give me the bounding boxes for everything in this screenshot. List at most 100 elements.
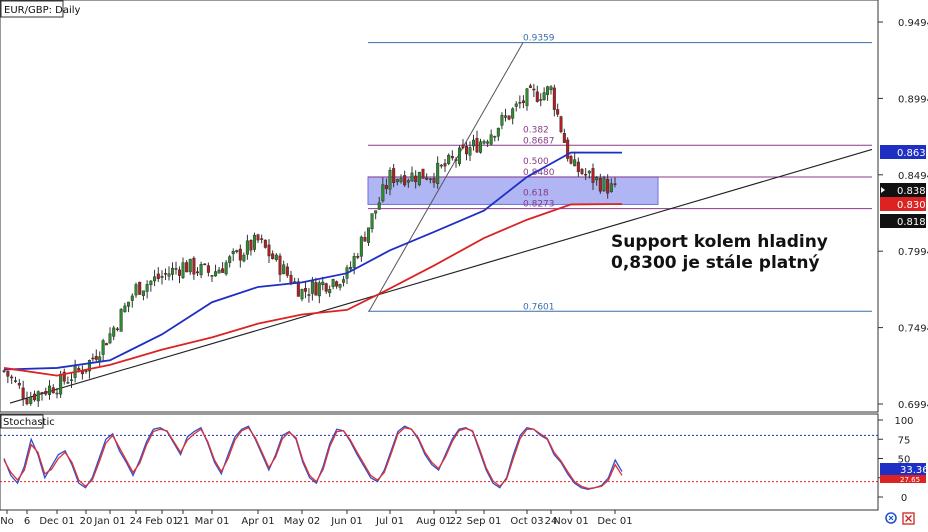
candle-body <box>573 159 577 167</box>
price-badge-sma-slow <box>880 197 926 211</box>
candle-body <box>450 156 454 159</box>
candle-body <box>595 177 599 181</box>
candle-body <box>532 88 536 91</box>
close-icon[interactable] <box>902 512 915 525</box>
candle-body <box>562 133 566 143</box>
candle-body <box>606 178 610 194</box>
x-tick-label: Jun 01 <box>330 516 363 527</box>
candle-body <box>242 254 246 262</box>
y-tick-label: 0.6994 <box>898 400 928 411</box>
symbol-label-box <box>0 0 64 18</box>
candle-body <box>428 178 432 180</box>
candle-body <box>87 360 91 372</box>
stochastic-label: Stochastic <box>3 417 55 428</box>
trend-line <box>9 148 873 404</box>
y-tick-label: 0.8494 <box>898 171 928 182</box>
candle-body <box>77 368 81 371</box>
candle-body <box>256 234 260 241</box>
candle-body <box>609 183 613 192</box>
candle-body <box>130 295 134 301</box>
x-tick-label: Aug 01 <box>416 516 451 527</box>
stoch-line-k <box>3 425 623 490</box>
candle-body <box>421 168 425 179</box>
x-tick-label: No <box>0 516 14 527</box>
candle-body <box>370 213 374 230</box>
price-badge-fib-618 <box>880 214 926 228</box>
candle-body <box>359 236 363 257</box>
candle-body <box>479 141 483 153</box>
candle-body <box>195 271 199 274</box>
price-panel <box>0 0 879 413</box>
candle-body <box>489 134 493 145</box>
candle-body <box>174 268 178 270</box>
candle-body <box>177 269 181 276</box>
stoch-badge-d <box>880 475 926 483</box>
x-tick-label: Jan 01 <box>93 516 125 527</box>
stoch-badge-k <box>880 463 926 475</box>
y-tick-label: 0.8994 <box>898 94 928 105</box>
candle-body <box>44 391 48 395</box>
candle-body <box>374 210 378 214</box>
candle-body <box>414 175 418 183</box>
price-badge-value: 0.8389 <box>897 186 928 197</box>
stoch-tick-label: 50 <box>898 455 911 466</box>
y-tick-label: 0.9494 <box>898 18 928 29</box>
candle-body <box>324 283 328 292</box>
candle-body <box>263 239 267 248</box>
candle-body <box>214 271 218 277</box>
candle-body <box>367 227 371 243</box>
candle-body <box>482 141 486 144</box>
candle-body <box>29 396 33 404</box>
fib-price-label: 0.8687 <box>523 136 555 146</box>
x-tick-label: Apr 01 <box>241 516 274 527</box>
candle-body <box>317 282 321 297</box>
candle-body <box>167 273 171 277</box>
candle-body <box>528 85 532 88</box>
candle-body <box>141 290 145 296</box>
candle-body <box>569 156 573 164</box>
x-tick-label: Mar 01 <box>195 516 230 527</box>
candle-body <box>552 87 556 110</box>
candle-body <box>260 238 264 240</box>
candle-body <box>145 284 149 292</box>
stochastic-label-box <box>0 414 44 429</box>
candle-body <box>410 172 414 182</box>
fib-anchor-line <box>368 42 524 312</box>
fib-level-label: 0.618 <box>523 189 549 199</box>
candle-body <box>328 289 332 294</box>
candle-body <box>321 281 325 286</box>
candle-body <box>153 276 157 282</box>
x-tick-label: Feb 01 <box>145 516 179 527</box>
candle-body <box>108 333 112 344</box>
candle-body <box>521 100 525 104</box>
x-tick-label: Dec 01 <box>597 516 632 527</box>
candle-body <box>447 154 451 164</box>
candle-body <box>493 136 497 138</box>
candle-body <box>105 343 109 346</box>
candle-body <box>94 356 98 360</box>
candle-body <box>507 115 511 120</box>
candle-body <box>395 179 399 183</box>
candle-body <box>496 127 500 137</box>
candle-body <box>119 309 123 332</box>
candle-body <box>342 279 346 283</box>
candle-body <box>112 327 116 337</box>
candle-body <box>48 385 52 395</box>
candle-body <box>356 256 360 258</box>
candle-body <box>486 141 490 144</box>
candle-body <box>206 265 210 273</box>
candle-body <box>123 305 127 313</box>
candle-body <box>613 183 617 185</box>
price-badge-sma-fast <box>880 145 926 159</box>
candle-body <box>458 147 462 164</box>
sync-icon[interactable] <box>885 512 897 524</box>
candle-body <box>238 248 242 261</box>
candle-body <box>282 264 286 275</box>
candle-body <box>465 146 469 155</box>
candle-body <box>51 387 55 394</box>
candle-body <box>310 281 314 294</box>
candle-body <box>417 171 421 186</box>
candle-body <box>525 88 529 107</box>
candle-body <box>199 264 203 276</box>
candle-body <box>475 138 479 153</box>
